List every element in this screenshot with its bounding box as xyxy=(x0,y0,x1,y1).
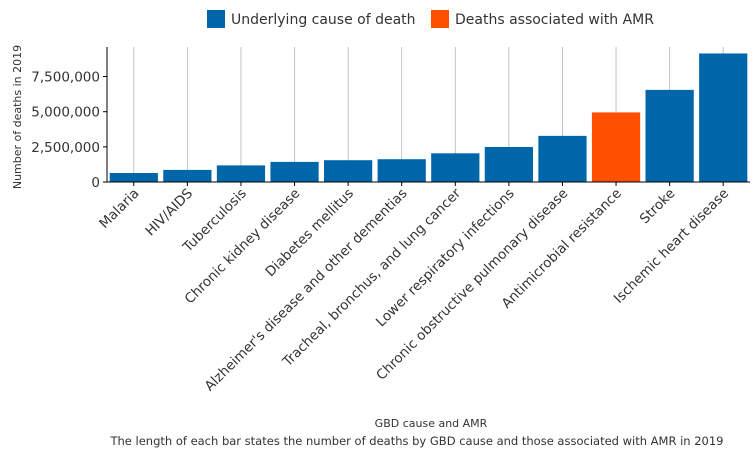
x-tick-label: Alzheimer's disease and other dementias xyxy=(202,186,411,395)
bars xyxy=(109,53,748,183)
x-axis-title: GBD cause and AMR xyxy=(375,417,488,430)
legend-swatch-underlying-cause xyxy=(207,10,225,28)
y-tick-label: 0 xyxy=(91,175,100,191)
y-tick-labels: 0 2,500,000 5,000,000 7,500,000 xyxy=(31,70,107,191)
legend-label-underlying-cause: Underlying cause of death xyxy=(231,12,416,28)
bar-tuberculosis xyxy=(216,165,266,182)
x-tick-label: HIV/AIDS xyxy=(142,186,196,240)
bar-chronic-obstructive-pulmonary-disease xyxy=(538,135,587,183)
bar-chronic-kidney-disease xyxy=(270,161,319,182)
x-tick-label: Stroke xyxy=(637,186,679,228)
bar-antimicrobial-resistance xyxy=(591,112,641,182)
bar-hiv-aids xyxy=(163,169,212,182)
legend: Underlying cause of death Deaths associa… xyxy=(207,10,654,28)
chart-caption: The length of each bar states the number… xyxy=(109,434,723,448)
axes xyxy=(106,47,750,183)
y-axis-title: Number of deaths in 2019 xyxy=(11,45,24,189)
x-tick-label: Malaria xyxy=(96,186,142,232)
bar-diabetes-mellitus xyxy=(324,160,373,182)
bar-stroke xyxy=(645,89,694,182)
y-tick-label: 5,000,000 xyxy=(31,105,100,121)
legend-swatch-amr xyxy=(431,10,449,28)
y-tick-label: 7,500,000 xyxy=(31,70,100,86)
legend-label-amr: Deaths associated with AMR xyxy=(455,12,654,28)
bar-ischemic-heart-disease xyxy=(699,53,748,182)
x-tick-label: Chronic obstructive pulmonary disease xyxy=(373,186,571,384)
bar-tracheal-bronchus-and-lung-cancer xyxy=(431,153,480,182)
bar-malaria xyxy=(109,173,158,182)
bar-alzheimer-s-disease-and-other-dementias xyxy=(377,159,426,182)
y-tick-label: 2,500,000 xyxy=(31,140,100,156)
bar-lower-respiratory-infections xyxy=(484,146,533,182)
